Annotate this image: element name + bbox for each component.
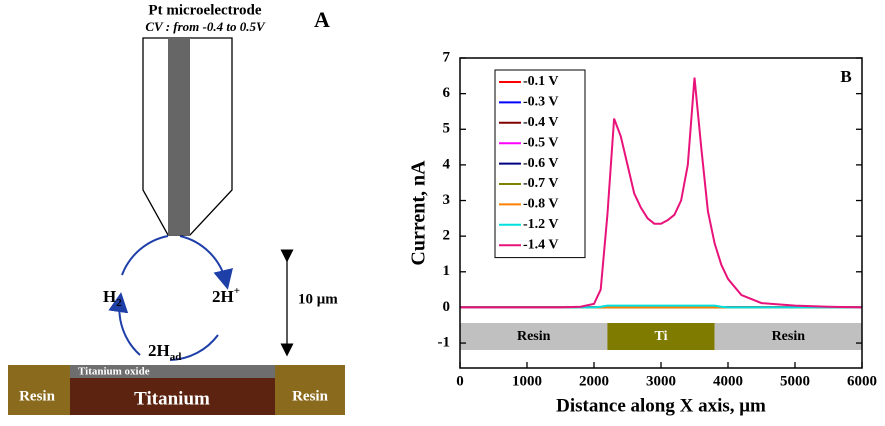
electrode-wire bbox=[168, 38, 190, 235]
x-tick-label: 0 bbox=[456, 373, 464, 389]
series-line bbox=[460, 304, 862, 309]
panel-label: A bbox=[314, 7, 330, 32]
arrow bbox=[108, 292, 141, 356]
oxide-layer bbox=[70, 365, 275, 378]
electrode-title: Pt microelectrode bbox=[148, 2, 261, 18]
legend-label: -0.4 V bbox=[523, 115, 559, 130]
h-plus-sup: + bbox=[234, 285, 240, 297]
region bbox=[460, 323, 608, 350]
y-tick-label: 3 bbox=[443, 192, 451, 208]
y-axis-label: Current, nA bbox=[408, 160, 430, 266]
y-tick-label: 0 bbox=[443, 299, 451, 315]
panel-a: Pt microelectrode CV : from -0.4 to 0.5V… bbox=[8, 2, 345, 415]
x-tick-label: 3000 bbox=[646, 373, 676, 389]
region-label: Ti bbox=[655, 329, 668, 344]
x-tick-label: 1000 bbox=[512, 373, 542, 389]
h-ad-sub: ad bbox=[170, 351, 182, 363]
y-tick-label: 5 bbox=[443, 121, 451, 137]
oxide-label: Titanium oxide bbox=[78, 366, 150, 378]
h2-sub: 2 bbox=[116, 297, 122, 309]
x-axis-label: Distance along X axis, μm bbox=[556, 395, 766, 416]
y-tick-label: 1 bbox=[443, 263, 451, 279]
region-label: Resin bbox=[772, 329, 806, 344]
h-plus-label: 2H+ bbox=[212, 285, 240, 306]
legend-label: -0.7 V bbox=[523, 176, 559, 191]
x-tick-label: 6000 bbox=[847, 373, 877, 389]
legend-label: -0.3 V bbox=[523, 95, 559, 110]
plot-frame bbox=[459, 57, 863, 369]
y-tick-label: 4 bbox=[443, 156, 451, 172]
resin-label: Resin bbox=[19, 388, 55, 404]
h-plus-base: 2H bbox=[212, 287, 234, 306]
panel-b: Resin Ti Resin 0 1000 2000 3000 4000 5000 6000 -1 0… bbox=[408, 49, 877, 416]
arrow bbox=[169, 334, 219, 361]
legend-label: -0.5 V bbox=[523, 135, 559, 150]
legend-label: -1.4 V bbox=[523, 237, 559, 252]
legend-label: -1.2 V bbox=[523, 217, 559, 232]
region bbox=[607, 323, 715, 350]
y-tick-label: -1 bbox=[438, 334, 451, 350]
h2-base: H bbox=[103, 287, 116, 306]
titanium-label: Titanium bbox=[134, 388, 210, 409]
x-tick-label: 5000 bbox=[780, 373, 810, 389]
series-line bbox=[460, 77, 863, 309]
h2-label: H2 bbox=[103, 287, 122, 309]
legend-label: -0.1 V bbox=[523, 74, 559, 89]
panel-label: B bbox=[840, 67, 851, 86]
x-tick-label: 4000 bbox=[713, 373, 743, 389]
resin-label: Resin bbox=[292, 388, 328, 404]
distance-label: 10 μm bbox=[298, 291, 338, 307]
region bbox=[714, 323, 862, 350]
h-ad-label: 2Had bbox=[148, 341, 181, 363]
x-tick-label: 2000 bbox=[579, 373, 609, 389]
y-tick-label: 6 bbox=[443, 85, 451, 101]
electrode-subtitle: CV : from -0.4 to 0.5V bbox=[145, 19, 266, 34]
arrow bbox=[121, 235, 169, 276]
y-tick-label: 7 bbox=[443, 49, 451, 65]
region-label: Resin bbox=[517, 329, 551, 344]
h-ad-base: 2H bbox=[148, 341, 170, 360]
legend-label: -0.8 V bbox=[523, 197, 559, 212]
y-tick-label: 2 bbox=[443, 228, 451, 244]
legend-label: -0.6 V bbox=[523, 156, 559, 171]
arrow bbox=[179, 235, 233, 290]
